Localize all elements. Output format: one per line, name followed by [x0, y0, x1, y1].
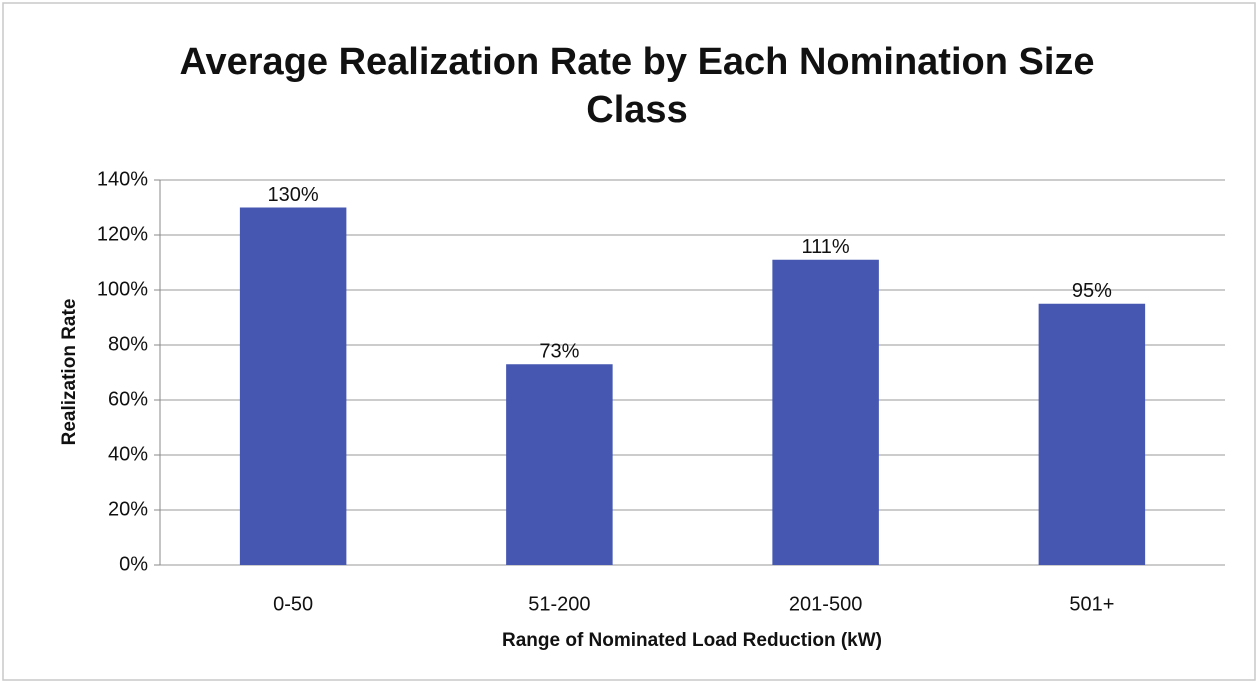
bar	[506, 364, 613, 565]
x-tick-label: 51-200	[528, 593, 590, 615]
y-tick-label: 0%	[119, 553, 148, 575]
x-tick-label: 0-50	[273, 593, 313, 615]
y-axis-title: Realization Rate	[59, 299, 80, 446]
x-tick-label: 201-500	[789, 593, 862, 615]
y-tick-label: 140%	[97, 168, 148, 190]
data-label: 130%	[268, 184, 319, 206]
bar	[1038, 303, 1146, 565]
data-label: 95%	[1072, 280, 1112, 302]
y-tick-label: 120%	[97, 223, 148, 245]
x-axis-title: Range of Nominated Load Reduction (kW)	[502, 630, 882, 651]
x-tick-label: 501+	[1069, 593, 1114, 615]
y-tick-label: 20%	[108, 498, 148, 520]
bar	[772, 259, 879, 565]
y-tick-label: 40%	[108, 443, 148, 465]
y-tick-label: 100%	[97, 278, 148, 300]
y-tick-label: 80%	[108, 333, 148, 355]
y-tick-label: 60%	[108, 388, 148, 410]
bar	[239, 207, 347, 565]
chart-title: Average Realization Rate by Each Nominat…	[179, 41, 1095, 131]
data-label: 111%	[802, 236, 850, 258]
data-label: 73%	[539, 341, 579, 363]
